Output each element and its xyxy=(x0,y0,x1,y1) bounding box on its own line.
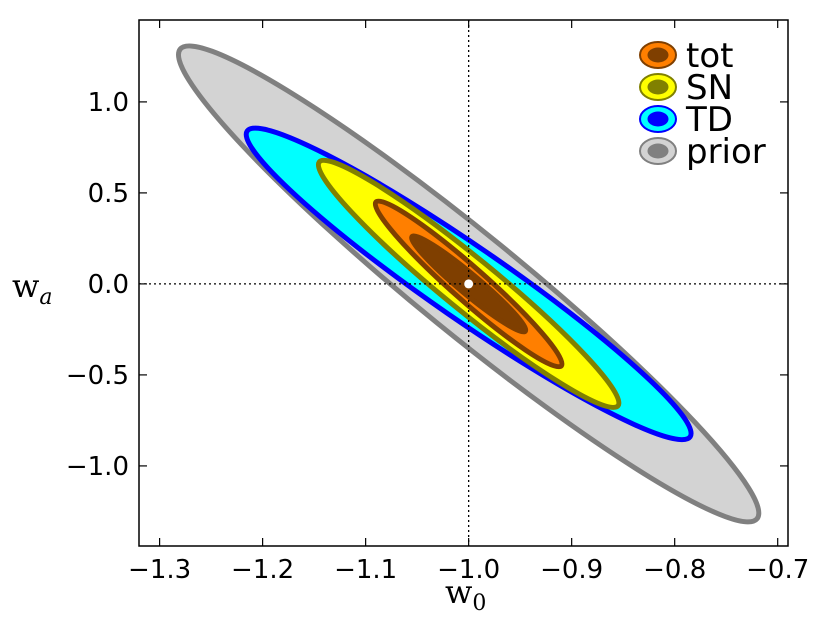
legend-swatch-inner xyxy=(647,111,669,127)
y-tick-label: −0.5 xyxy=(66,361,129,391)
legend-item-sn: SN xyxy=(639,68,733,108)
x-axis-label-subscript: 0 xyxy=(472,591,486,616)
x-axis-ticks: −1.3 −1.2 −1.1 −1.0 −0.9 −0.8 −0.7 xyxy=(128,20,809,585)
legend-swatch-inner xyxy=(647,79,669,95)
y-tick-label: 1.0 xyxy=(88,88,129,118)
legend-swatch-inner xyxy=(647,47,669,63)
legend-label: prior xyxy=(686,132,766,172)
legend-label: SN xyxy=(686,68,733,108)
legend-swatch-inner xyxy=(647,143,669,159)
y-axis-ticks: 1.0 0.5 0.0 −0.5 −1.0 xyxy=(66,88,788,482)
x-tick-label: −1.0 xyxy=(437,555,500,585)
legend-item-td: TD xyxy=(639,100,733,140)
x-tick-label: −0.9 xyxy=(540,555,603,585)
y-axis-label-main: w xyxy=(12,267,39,305)
y-axis-label: wa xyxy=(12,267,53,310)
x-tick-label: −1.2 xyxy=(231,555,294,585)
y-tick-label: −1.0 xyxy=(66,452,129,482)
x-axis-label-main: w xyxy=(445,573,472,611)
x-axis-label: w0 xyxy=(445,573,486,616)
legend-label: tot xyxy=(686,36,733,76)
legend-item-tot: tot xyxy=(639,36,733,76)
y-tick-label: 0.0 xyxy=(88,270,129,300)
plot-frame xyxy=(138,19,789,547)
y-tick-label: 0.5 xyxy=(88,179,129,209)
x-tick-label: −1.1 xyxy=(334,555,397,585)
legend-item-prior: prior xyxy=(639,132,766,172)
x-tick-label: −1.3 xyxy=(128,555,191,585)
x-tick-label: −0.7 xyxy=(746,555,809,585)
y-axis-label-subscript: a xyxy=(39,285,52,310)
legend-label: TD xyxy=(685,100,733,140)
fiducial-point xyxy=(464,279,474,289)
x-tick-label: −0.8 xyxy=(643,555,706,585)
